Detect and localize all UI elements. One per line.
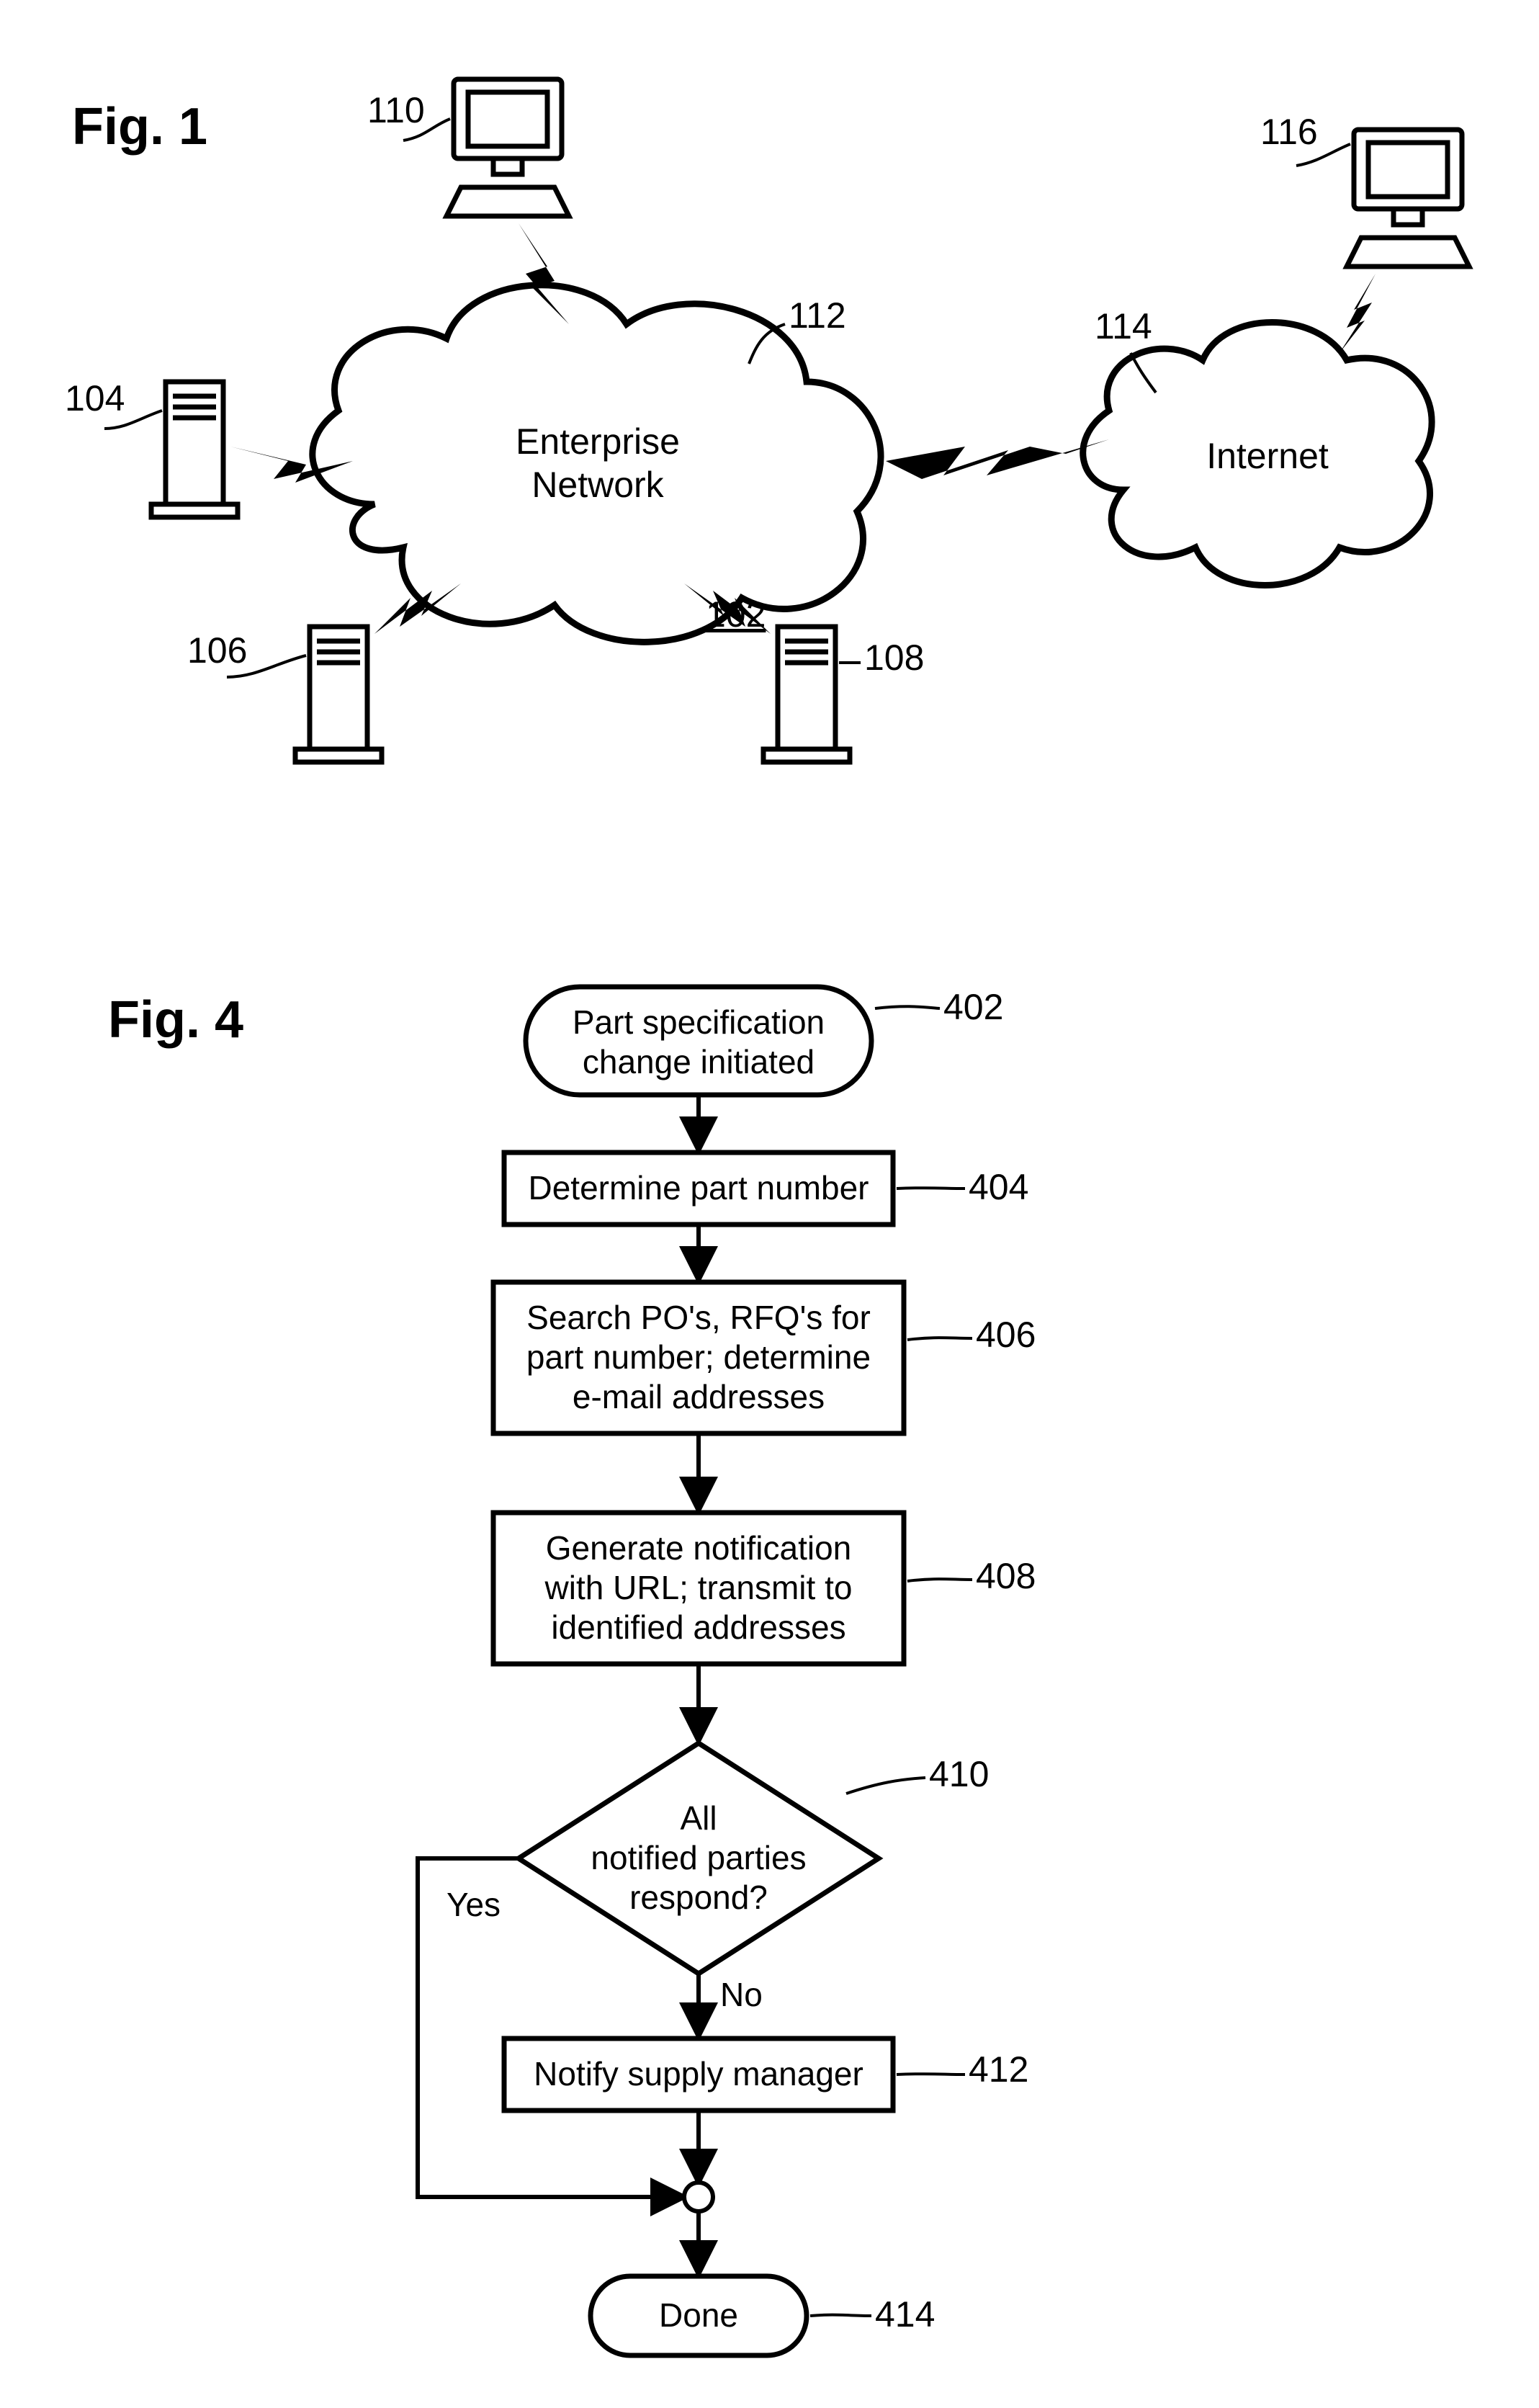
n408-l2: with URL; transmit to <box>544 1569 853 1606</box>
node-412: Notify supply manager <box>504 2038 893 2111</box>
figure-1: Fig. 1 Enterprise Network Internet 110 1… <box>65 79 1469 762</box>
leader-410 <box>846 1778 925 1794</box>
n406-l1: Search PO's, RFQ's for <box>526 1299 871 1336</box>
computer-110 <box>447 79 569 216</box>
ref-116: 116 <box>1260 112 1318 152</box>
node-406: Search PO's, RFQ's for part number; dete… <box>493 1282 904 1433</box>
leader-408 <box>907 1579 972 1581</box>
leader-406 <box>907 1338 972 1340</box>
ref-104: 104 <box>65 378 125 419</box>
fig1-title: Fig. 1 <box>72 98 207 156</box>
n410-l1: All <box>680 1799 717 1837</box>
n414: Done <box>659 2296 738 2334</box>
enterprise-cloud: Enterprise Network <box>313 285 881 643</box>
ref-406: 406 <box>976 1315 1036 1355</box>
no-label: No <box>720 1976 763 2013</box>
junction-node <box>684 2183 713 2211</box>
ref-112: 112 <box>789 295 846 336</box>
node-404: Determine part number <box>504 1152 893 1225</box>
n402-l1: Part specification <box>573 1003 825 1041</box>
ref-106: 106 <box>187 630 247 671</box>
ref-410: 410 <box>929 1754 989 1794</box>
ref-108: 108 <box>864 637 924 678</box>
n402-l2: change initiated <box>583 1043 815 1080</box>
node-414: Done <box>591 2276 807 2355</box>
enterprise-label-2: Network <box>531 465 664 505</box>
n412: Notify supply manager <box>534 2055 863 2093</box>
server-104 <box>151 382 238 517</box>
n408-l1: Generate notification <box>546 1529 852 1567</box>
n406-l2: part number; determine <box>526 1338 871 1376</box>
server-108 <box>763 627 850 762</box>
node-408: Generate notification with URL; transmit… <box>493 1513 904 1664</box>
page-canvas: Fig. 1 Enterprise Network Internet 110 1… <box>0 0 1539 2408</box>
leader-402 <box>875 1006 940 1008</box>
internet-label: Internet <box>1206 436 1329 476</box>
server-106 <box>295 627 382 762</box>
ref-114: 114 <box>1095 306 1152 346</box>
ref-408: 408 <box>976 1556 1036 1596</box>
n410-l3: respond? <box>629 1879 768 1916</box>
yes-label: Yes <box>447 1886 501 1923</box>
figure-4: Fig. 4 Part specification change initiat… <box>108 987 1036 2355</box>
ref-404: 404 <box>969 1167 1028 1207</box>
n410-l2: notified parties <box>591 1839 806 1876</box>
leader-414 <box>810 2315 871 2316</box>
n406-l3: e-mail addresses <box>573 1378 825 1415</box>
ref-110: 110 <box>367 90 425 130</box>
node-402: Part specification change initiated <box>526 987 871 1095</box>
n408-l3: identified addresses <box>551 1608 845 1646</box>
diagram-svg: Fig. 1 Enterprise Network Internet 110 1… <box>0 0 1539 2408</box>
n404: Determine part number <box>529 1169 869 1207</box>
ref-414: 414 <box>875 2294 935 2335</box>
computer-116 <box>1347 130 1469 267</box>
node-410: All notified parties respond? <box>519 1743 879 1974</box>
ref-402: 402 <box>943 987 1003 1027</box>
fig4-title: Fig. 4 <box>108 991 243 1049</box>
ref-412: 412 <box>969 2049 1028 2090</box>
enterprise-label-1: Enterprise <box>516 421 680 462</box>
leader-404 <box>897 1188 965 1189</box>
